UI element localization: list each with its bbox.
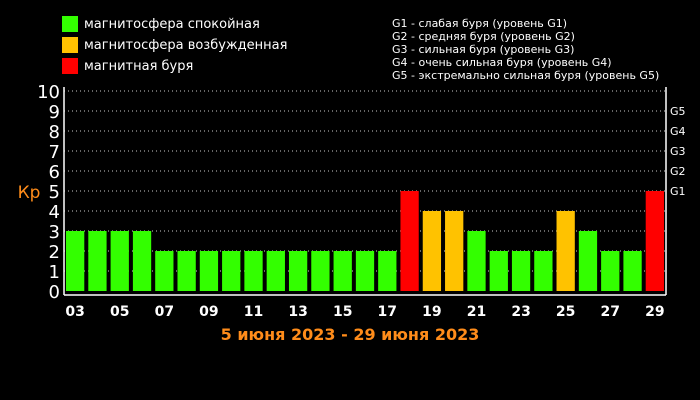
bar-06 — [132, 231, 152, 291]
legend-label-storm: магнитная буря — [84, 58, 194, 74]
legend-swatch-active — [62, 37, 78, 53]
y-tick-label-10: 10 — [37, 82, 60, 103]
bar-14 — [311, 251, 330, 291]
y-tick-label-2: 2 — [49, 242, 60, 263]
legend-swatch-quiet — [62, 16, 78, 32]
legend-label-active: магнитосфера возбужденная — [84, 37, 288, 53]
bar-12 — [266, 251, 285, 291]
bar-17 — [378, 251, 397, 291]
g-level-label-G2: G2 — [670, 165, 686, 178]
x-tick-label-17: 17 — [378, 304, 397, 320]
bar-03 — [66, 231, 85, 291]
legend-item-storm: магнитная буря — [62, 56, 287, 76]
y-tick-label-0: 0 — [49, 282, 60, 303]
g-level-label-G3: G3 — [670, 145, 686, 158]
x-tick-label-25: 25 — [556, 304, 575, 320]
bar-29 — [645, 191, 664, 291]
bar-08 — [177, 251, 196, 291]
legend-label-quiet: магнитосфера спокойная — [84, 16, 260, 32]
bar-18 — [400, 191, 419, 291]
x-tick-label-07: 07 — [155, 304, 174, 320]
bars — [66, 191, 664, 291]
bar-26 — [578, 231, 598, 291]
bar-05 — [110, 231, 129, 291]
x-tick-label-21: 21 — [467, 304, 486, 320]
x-tick-label-13: 13 — [288, 304, 307, 320]
storm-level-g1: G1 - слабая буря (уровень G1) — [392, 17, 568, 30]
bar-15 — [333, 251, 352, 291]
bar-19 — [422, 211, 442, 291]
x-tick-label-15: 15 — [333, 304, 352, 320]
y-tick-label-1: 1 — [49, 262, 60, 283]
x-tick-label-29: 29 — [645, 304, 664, 320]
bar-10 — [222, 251, 241, 291]
x-tick-label-03: 03 — [65, 304, 84, 320]
bar-22 — [489, 251, 508, 291]
storm-level-g5: G5 - экстремально сильная буря (уровень … — [392, 69, 660, 82]
storm-level-g2: G2 - средняя буря (уровень G2) — [392, 30, 575, 43]
y-tick-label-9: 9 — [49, 102, 60, 123]
x-tick-label-09: 09 — [199, 304, 218, 320]
storm-level-g3: G3 - сильная буря (уровень G3) — [392, 43, 575, 56]
y-tick-label-8: 8 — [49, 122, 60, 143]
bar-28 — [623, 251, 642, 291]
x-tick-label-23: 23 — [511, 304, 530, 320]
legend: магнитосфера спокойная магнитосфера возб… — [62, 14, 287, 77]
grid-lines — [64, 90, 666, 272]
x-tick-labels: 03 05 07 09 11 13 15 17 19 21 23 25 27 29 — [65, 304, 664, 320]
y-tick-label-5: 5 — [49, 182, 60, 203]
x-tick-label-19: 19 — [422, 304, 441, 320]
g-level-label-G1: G1 — [670, 185, 686, 198]
bar-07 — [155, 251, 174, 291]
axes — [63, 87, 667, 296]
chart-title: 5 июня 2023 - 29 июня 2023 — [221, 325, 480, 344]
bar-16 — [355, 251, 375, 291]
bar-21 — [467, 231, 486, 291]
legend-swatch-storm — [62, 58, 78, 74]
g-level-label-G5: G5 — [670, 105, 686, 118]
x-tick-label-11: 11 — [244, 304, 263, 320]
y-axis-label: Кр — [18, 183, 41, 203]
bar-04 — [88, 231, 107, 291]
bar-25 — [556, 211, 575, 291]
y-tick-label-3: 3 — [49, 222, 60, 243]
bar-27 — [601, 251, 620, 291]
bar-09 — [199, 251, 219, 291]
legend-item-quiet: магнитосфера спокойная — [62, 14, 287, 34]
y-tick-label-4: 4 — [49, 202, 60, 223]
x-tick-label-27: 27 — [601, 304, 620, 320]
x-tick-label-05: 05 — [110, 304, 129, 320]
y-tick-label-7: 7 — [49, 142, 60, 163]
bar-23 — [511, 251, 531, 291]
bar-13 — [288, 251, 308, 291]
g-level-labels: G1 G2 G3 G4 G5 — [670, 105, 686, 198]
y-tick-label-6: 6 — [49, 162, 60, 183]
storm-level-legend: G1 - слабая буря (уровень G1) G2 - средн… — [392, 17, 659, 82]
bar-20 — [445, 211, 464, 291]
bar-11 — [244, 251, 263, 291]
legend-item-active: магнитосфера возбужденная — [62, 35, 287, 55]
storm-level-g4: G4 - очень сильная буря (уровень G4) — [392, 56, 612, 69]
bar-24 — [534, 251, 553, 291]
g-level-label-G4: G4 — [670, 125, 686, 138]
